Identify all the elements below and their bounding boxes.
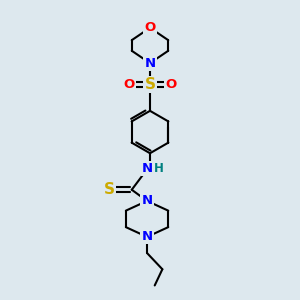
Text: N: N bbox=[144, 57, 156, 70]
Text: N: N bbox=[142, 194, 153, 207]
Text: S: S bbox=[145, 77, 155, 92]
Text: O: O bbox=[165, 78, 176, 91]
Text: N: N bbox=[142, 230, 153, 243]
Text: H: H bbox=[154, 162, 164, 175]
Text: S: S bbox=[104, 182, 115, 197]
Text: O: O bbox=[144, 21, 156, 34]
Text: O: O bbox=[124, 78, 135, 91]
Text: N: N bbox=[142, 162, 153, 175]
